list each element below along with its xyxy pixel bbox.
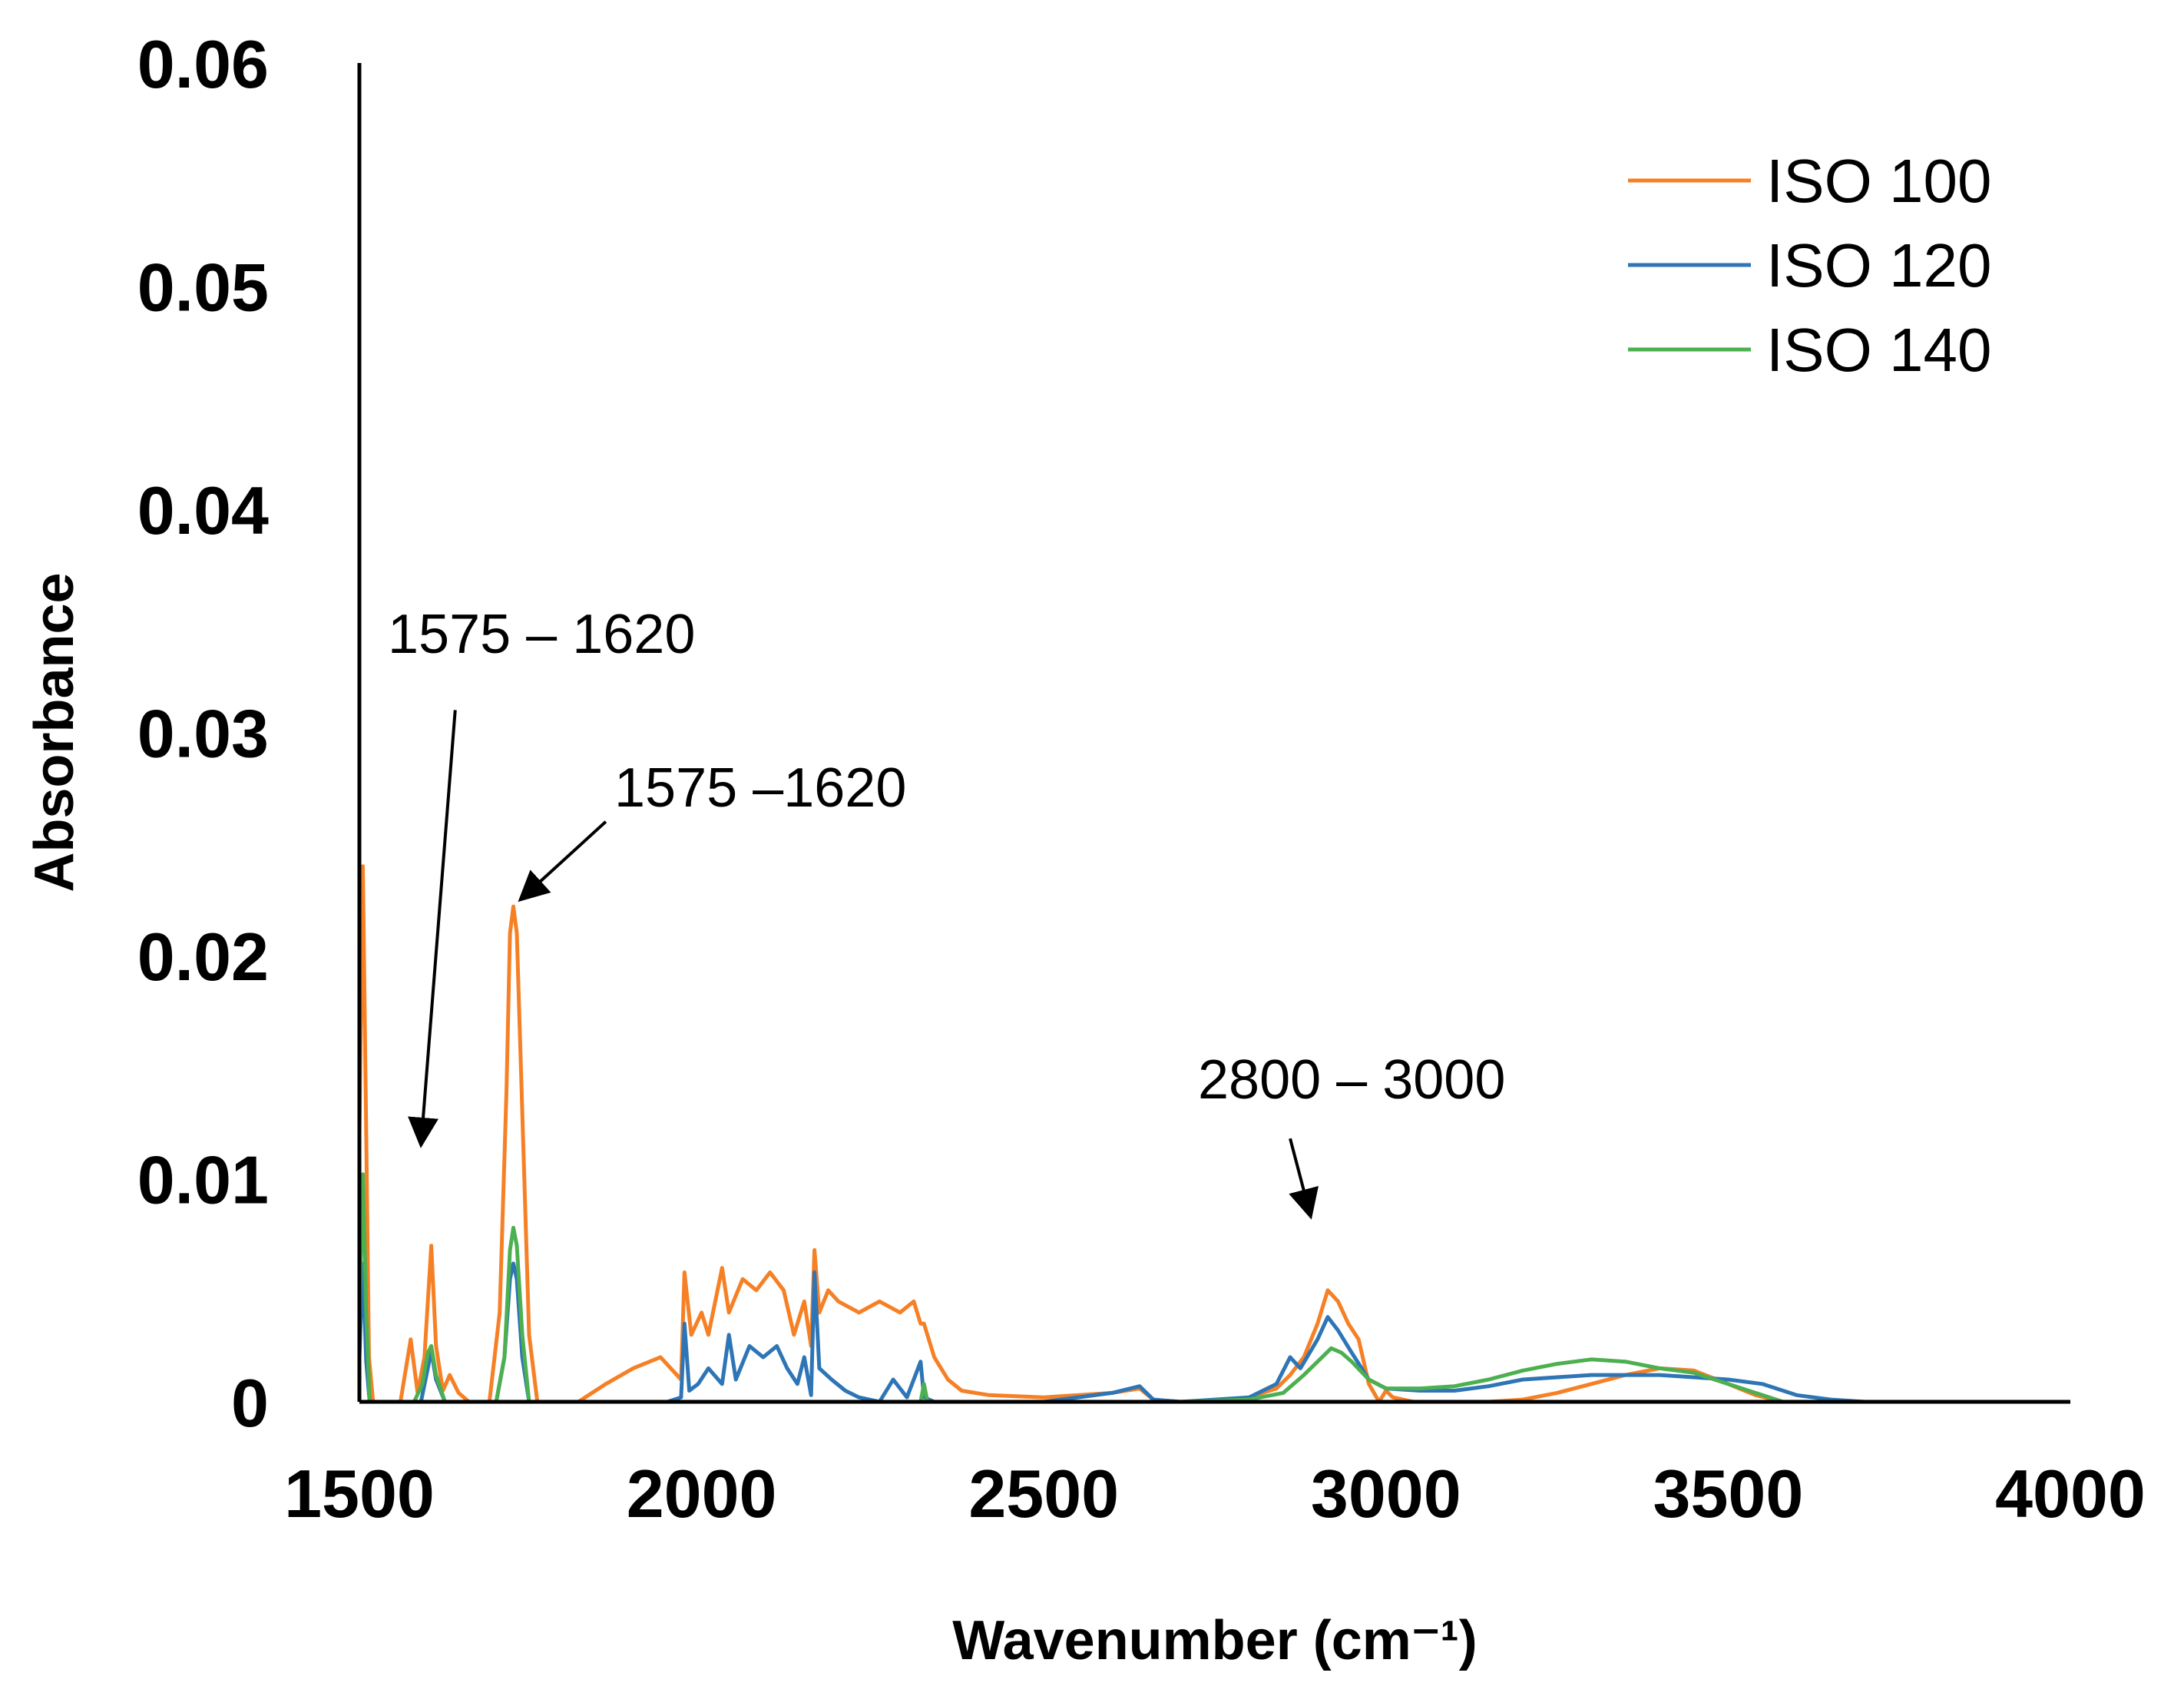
series-line-iso-100 [357, 864, 1784, 1404]
y-tick-label: 0.04 [137, 472, 269, 548]
series-line-iso-120 [357, 1261, 2070, 1404]
y-tick-label: 0.02 [137, 919, 269, 995]
annotation-arrow [1289, 1138, 1319, 1220]
x-tick-label: 4000 [1995, 1456, 2146, 1532]
x-axis-title: Wavenumber (cm⁻¹) [952, 1610, 1477, 1671]
x-tick-label: 2000 [627, 1456, 777, 1532]
annotation-label: 1575 –1620 [614, 757, 906, 819]
annotation-label: 1575 – 1620 [388, 604, 695, 665]
series-line-iso-140 [357, 1172, 1784, 1404]
annotation-arrow [408, 710, 457, 1148]
y-tick-label: 0 [231, 1365, 269, 1441]
y-axis-title: Absorbance [24, 572, 85, 892]
x-tick-label: 3000 [1311, 1456, 1461, 1532]
x-tick-label: 3500 [1653, 1456, 1804, 1532]
series-layer [357, 864, 2070, 1404]
x-tick-label: 1500 [284, 1456, 435, 1532]
annotation-arrow [518, 820, 607, 903]
legend: ISO 100 ISO 120 ISO 140 [1628, 147, 1992, 384]
tick-layer: 1500 2000 2500 3000 3500 4000 0 0.01 0.02 0.03 0.0… [137, 26, 2146, 1532]
legend-label: ISO 100 [1766, 147, 1992, 215]
legend-label: ISO 120 [1766, 231, 1992, 300]
y-tick-label: 0.01 [137, 1142, 269, 1218]
y-tick-label: 0.05 [137, 250, 269, 326]
y-tick-label: 0.03 [137, 696, 269, 772]
y-tick-label: 0.06 [137, 26, 269, 102]
axis-layer [357, 63, 2070, 1404]
annotation-layer: 1575 – 1620 1575 –1620 2800 – 3000 [388, 604, 1505, 1220]
annotation-label: 2800 – 3000 [1198, 1049, 1505, 1111]
legend-label: ISO 140 [1766, 316, 1992, 384]
x-tick-label: 2500 [968, 1456, 1119, 1532]
